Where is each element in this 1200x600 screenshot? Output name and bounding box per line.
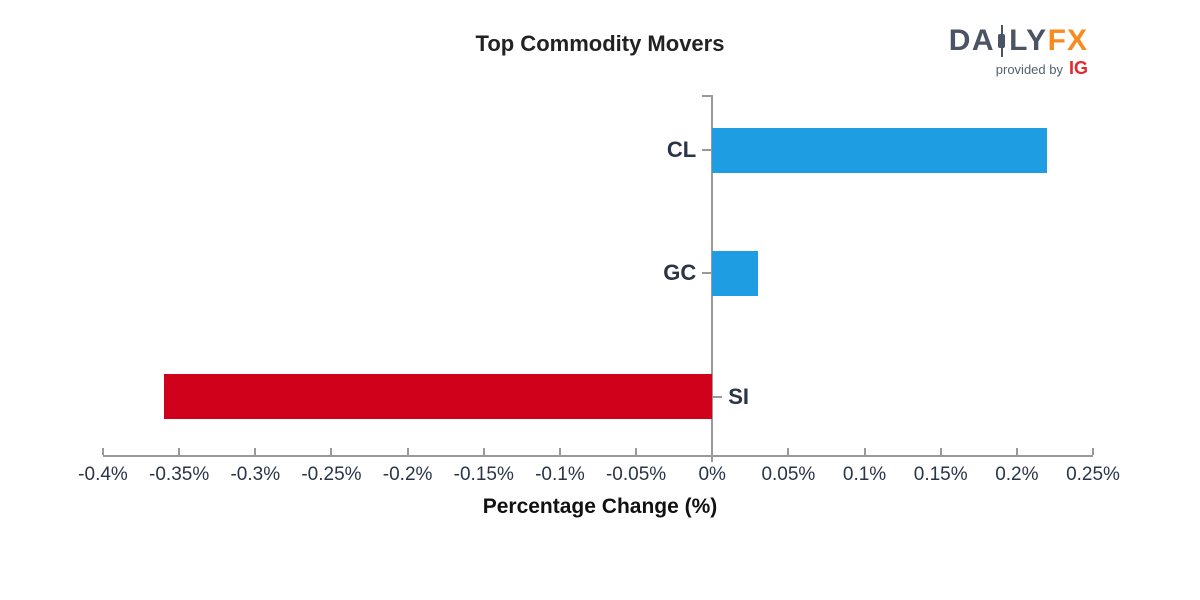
x-tick-mark bbox=[635, 448, 638, 455]
candlestick-icon bbox=[997, 25, 1006, 57]
category-tick-si bbox=[713, 395, 723, 398]
x-tick-label: -0.05% bbox=[605, 464, 667, 485]
category-label-gc: GC bbox=[663, 260, 697, 286]
x-tick-mark bbox=[787, 448, 790, 455]
dailyfx-logo: DA LY FX provided by IG bbox=[948, 24, 1088, 79]
x-tick-mark bbox=[254, 448, 257, 455]
x-tick-mark bbox=[330, 448, 333, 455]
bar-gc bbox=[712, 250, 758, 296]
logo-text-fx: FX bbox=[1047, 24, 1088, 57]
provided-by-text: provided by bbox=[995, 62, 1063, 77]
ig-logo-text: IG bbox=[1068, 58, 1088, 78]
x-tick-mark bbox=[482, 448, 485, 455]
x-tick-mark bbox=[558, 448, 561, 455]
x-tick-label: -0.3% bbox=[230, 464, 281, 485]
category-label-si: SI bbox=[728, 383, 750, 409]
x-tick-label: 0.05% bbox=[761, 464, 816, 485]
x-tick-label: 0% bbox=[698, 464, 726, 485]
x-tick-mark bbox=[939, 448, 942, 455]
logo-text-da: DA bbox=[948, 24, 996, 57]
x-tick-mark bbox=[863, 448, 866, 455]
chart-title: Top Commodity Movers bbox=[475, 31, 725, 56]
x-tick-label: -0.4% bbox=[78, 464, 128, 485]
x-tick-label: 0.25% bbox=[1066, 464, 1120, 485]
logo-text-ly: LY bbox=[1009, 24, 1048, 57]
x-tick-label: -0.1% bbox=[535, 464, 585, 485]
x-tick-label: -0.15% bbox=[453, 464, 514, 485]
x-tick-mark bbox=[1015, 448, 1018, 455]
x-axis-title: Percentage Change (%) bbox=[482, 495, 718, 518]
category-tick-cl bbox=[702, 149, 712, 151]
x-tick-mark bbox=[102, 448, 104, 455]
x-tick-mark bbox=[1092, 448, 1094, 455]
x-tick-label: -0.2% bbox=[382, 464, 433, 485]
x-tick-label: -0.35% bbox=[149, 464, 210, 485]
x-tick-label: 0.1% bbox=[842, 464, 887, 485]
logo-subtitle: provided by IG bbox=[949, 58, 1088, 79]
x-axis-line bbox=[103, 455, 1093, 457]
bar-si bbox=[163, 374, 713, 419]
x-tick-label: 0.15% bbox=[913, 464, 968, 485]
x-tick-mark bbox=[406, 448, 409, 455]
x-tick-mark bbox=[711, 448, 714, 455]
category-tick-gc bbox=[702, 272, 712, 275]
dailyfx-wordmark: DA LY FX bbox=[948, 24, 1088, 57]
x-tick-label: -0.25% bbox=[301, 464, 362, 485]
bar-cl bbox=[712, 127, 1048, 173]
zero-baseline-cap bbox=[702, 95, 713, 97]
category-label-cl: CL bbox=[666, 137, 697, 162]
x-tick-mark bbox=[178, 448, 181, 455]
x-tick-label: 0.2% bbox=[995, 464, 1039, 485]
candle-body bbox=[998, 34, 1006, 48]
